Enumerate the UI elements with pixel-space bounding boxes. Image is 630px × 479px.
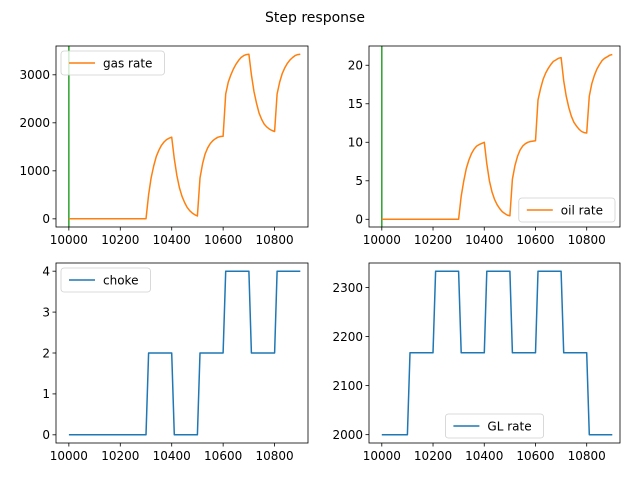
x-tick-label: 10600 [516,233,554,247]
legend-label: GL rate [487,419,531,433]
legend: choke [60,267,151,293]
x-tick-label: 10200 [101,449,139,463]
y-tick-label: 20 [348,59,363,73]
y-tick-label: 2300 [332,281,363,295]
y-tick-label: 3 [42,305,50,319]
gl-rate-subplot: 10000 10200 10400 10600 10800 2000 2100 2200 230… [332,262,621,463]
x-tick-label: 10800 [255,233,293,247]
oil-rate-subplot: 10000 10200 10400 10600 10800 0 5 10 15 20 oil rat… [348,45,621,247]
y-tick-label: 0 [42,212,50,226]
legend-box [60,50,165,76]
legend-label: oil rate [561,203,603,217]
legend-box [445,413,544,439]
x-tick-label: 10800 [255,449,293,463]
y-tick-label: 1000 [19,164,50,178]
series-line [381,270,613,436]
y-tick-label: 1 [42,387,50,401]
series-line [68,270,301,436]
y-tick-label: 0 [42,428,50,442]
legend: GL rate [445,413,544,439]
legend: oil rate [518,197,616,223]
axes-frame [368,45,621,228]
x-tick-label: 10600 [516,449,554,463]
x-tick-label: 10600 [204,233,242,247]
gas-rate-subplot: 10000 10200 10400 10600 10800 0 1000 2000 3000 ga… [19,45,309,247]
legend-box [518,197,616,223]
axes-frame [368,262,621,444]
series-line [68,53,301,220]
x-tick-label: 10000 [363,233,401,247]
x-tick-label: 10000 [50,233,88,247]
x-tick-label: 10400 [465,233,503,247]
y-tick-label: 4 [42,264,50,278]
legend: gas rate [60,50,165,76]
y-tick-label: 2 [42,346,50,360]
legend-label: choke [103,273,138,287]
x-tick-label: 10800 [568,449,606,463]
y-tick-label: 10 [348,136,363,150]
choke-subplot: 10000 10200 10400 10600 10800 0 1 2 3 4 choke [42,262,309,463]
x-tick-label: 10200 [414,233,452,247]
series-line [381,53,613,221]
x-tick-label: 10000 [363,449,401,463]
y-tick-label: 2200 [332,330,363,344]
legend-label: gas rate [103,56,152,70]
axes-frame [55,45,309,228]
legend-box [60,267,151,293]
y-tick-label: 2100 [332,379,363,393]
y-tick-label: 0 [355,213,363,227]
y-tick-label: 2000 [332,428,363,442]
figure-title: Step response [265,10,365,26]
x-tick-label: 10400 [153,233,191,247]
y-tick-label: 5 [355,174,363,188]
x-tick-label: 10400 [153,449,191,463]
x-tick-label: 10400 [465,449,503,463]
x-tick-label: 10000 [50,449,88,463]
y-tick-label: 15 [348,97,363,111]
x-tick-label: 10200 [101,233,139,247]
y-tick-label: 2000 [19,116,50,130]
y-tick-label: 3000 [19,68,50,82]
x-tick-label: 10600 [204,449,242,463]
x-tick-label: 10200 [414,449,452,463]
x-tick-label: 10800 [568,233,606,247]
